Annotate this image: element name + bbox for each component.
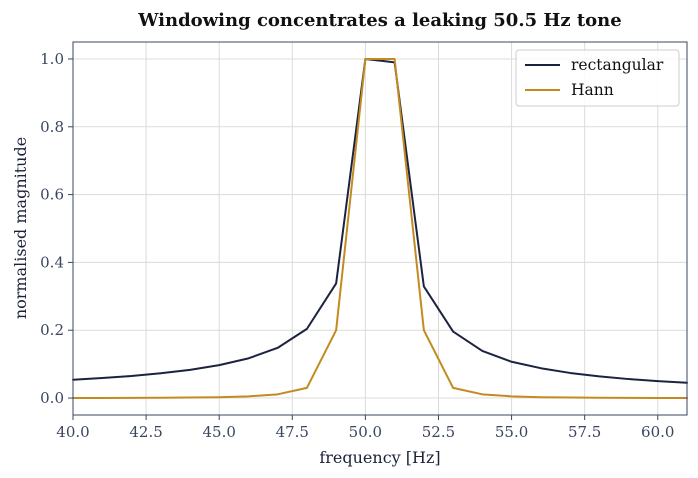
y-tick-label: 0.2 xyxy=(40,321,64,339)
legend-label: Hann xyxy=(571,81,614,99)
y-tick-label: 0.8 xyxy=(40,118,64,136)
series-line-hann xyxy=(72,57,688,400)
chart-title: Windowing concentrates a leaking 50.5 Hz… xyxy=(137,10,621,31)
y-axis-label: normalised magnitude xyxy=(11,137,30,319)
x-axis-label: frequency [Hz] xyxy=(319,448,440,467)
legend: rectangular Hann xyxy=(515,49,680,107)
y-tick-label: 0.4 xyxy=(40,253,64,271)
y-tick-label: 0.0 xyxy=(40,389,64,407)
x-tick-label: 57.5 xyxy=(568,423,601,441)
series-line-rectangular xyxy=(72,57,688,384)
x-tick-label: 40.0 xyxy=(56,423,89,441)
y-tick-label: 0.6 xyxy=(40,186,64,204)
x-tick-label: 45.0 xyxy=(202,423,235,441)
legend-label: rectangular xyxy=(571,56,664,74)
x-tick-label: 60.0 xyxy=(641,423,674,441)
x-tick-label: 42.5 xyxy=(129,423,162,441)
x-tick-label: 47.5 xyxy=(276,423,309,441)
plot-frame xyxy=(72,41,688,416)
x-tick-label: 55.0 xyxy=(495,423,528,441)
ticks: 40.0 42.5 45.0 47.5 50.0 52.5 55.0 57.5 60.0 0.0 0… xyxy=(40,50,674,441)
y-tick-label: 1.0 xyxy=(40,50,64,68)
series-layer xyxy=(72,57,688,400)
x-tick-label: 52.5 xyxy=(422,423,455,441)
x-tick-label: 50.0 xyxy=(349,423,382,441)
